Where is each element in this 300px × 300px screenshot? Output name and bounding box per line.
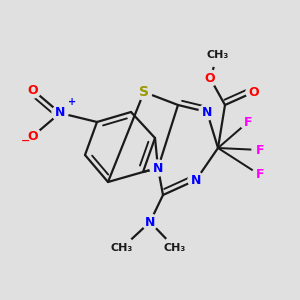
Text: N: N [55, 106, 65, 119]
Text: F: F [244, 116, 252, 128]
Circle shape [25, 128, 41, 144]
Circle shape [150, 160, 166, 176]
Circle shape [246, 84, 262, 100]
Circle shape [199, 104, 215, 120]
Circle shape [202, 70, 218, 86]
Text: N: N [191, 173, 201, 187]
Circle shape [163, 236, 187, 260]
Text: CH₃: CH₃ [207, 50, 229, 60]
Text: −: − [21, 136, 30, 146]
Text: S: S [139, 85, 149, 99]
Circle shape [142, 214, 158, 230]
Text: O: O [205, 71, 215, 85]
Text: F: F [256, 143, 264, 157]
Circle shape [25, 82, 41, 98]
Text: O: O [249, 85, 259, 98]
Text: N: N [145, 215, 155, 229]
Circle shape [240, 114, 256, 130]
Circle shape [252, 167, 268, 183]
Text: O: O [28, 83, 38, 97]
Text: O: O [28, 130, 38, 142]
Circle shape [206, 43, 230, 67]
Text: CH₃: CH₃ [111, 243, 133, 253]
Text: CH₃: CH₃ [164, 243, 186, 253]
Circle shape [52, 105, 68, 121]
Circle shape [188, 172, 204, 188]
Text: N: N [153, 161, 163, 175]
Text: F: F [256, 169, 264, 182]
Circle shape [136, 84, 152, 100]
Text: N: N [202, 106, 212, 118]
Circle shape [252, 142, 268, 158]
Text: +: + [68, 97, 76, 107]
Circle shape [110, 236, 134, 260]
